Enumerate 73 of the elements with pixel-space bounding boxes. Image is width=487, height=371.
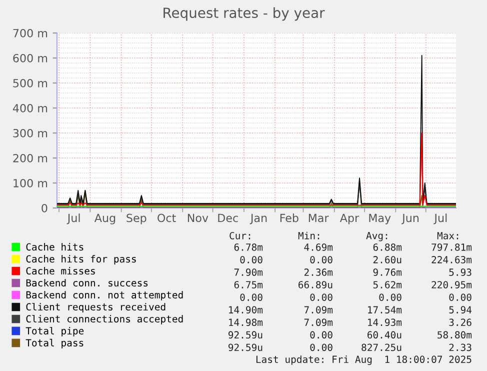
y-tick-label: 600 m	[13, 54, 48, 62]
text: Avg:	[366, 232, 388, 242]
text: 0.00	[310, 331, 332, 339]
text: 7.90m	[234, 268, 263, 276]
legend-label: Total pass	[26, 338, 84, 348]
x-tick-label: Nov	[188, 214, 208, 222]
text: 6.78m	[234, 243, 263, 251]
x-tick-label: Jan	[250, 214, 267, 224]
y-tick-label: 500 m	[13, 78, 48, 88]
text: 3.26	[449, 318, 472, 326]
text: 7.09m	[304, 306, 333, 314]
legend-label: Client requests received	[26, 302, 166, 312]
y-tick-label: 300 m	[13, 128, 48, 138]
legend-label: Client connections accepted	[26, 314, 183, 324]
text: 9.76m	[373, 268, 402, 276]
x-tick-label: Jul	[66, 214, 80, 224]
text: 2.60u	[373, 256, 402, 264]
x-tick-label: Mar	[308, 214, 329, 222]
x-tick-label: Aug	[94, 214, 116, 224]
x-tick-label: Feb	[280, 214, 298, 222]
text: 827.25u	[362, 344, 402, 352]
text: 5.94	[449, 306, 472, 314]
text: 0.00	[240, 256, 262, 264]
text: 0.00	[449, 294, 472, 301]
legend-label: Cache hits for pass	[26, 255, 136, 264]
text: 7.09m	[304, 318, 333, 326]
text: Min:	[298, 232, 320, 240]
legend-label: Cache misses	[26, 267, 95, 275]
y-tick-label: 200 m	[13, 154, 48, 162]
text: 4.69m	[304, 243, 333, 251]
y-tick-label: 700 m	[13, 28, 48, 38]
text: 224.63m	[432, 256, 472, 264]
text: 6.75m	[234, 281, 263, 288]
text: 92.59u	[228, 344, 262, 352]
text: 14.90m	[229, 306, 263, 314]
y-tick-label: 0	[42, 204, 48, 212]
text: 797.81m	[432, 243, 472, 251]
text: 5.93	[449, 268, 472, 276]
text: 58.80m	[438, 331, 472, 339]
text: 0.00	[310, 256, 332, 264]
text: 220.95m	[432, 281, 472, 288]
y-tick-label: 100 m	[14, 178, 48, 188]
text: 92.59u	[228, 331, 262, 339]
text: 14.93m	[368, 318, 402, 326]
x-tick-label: Sep	[126, 214, 146, 224]
legend-label: Backend conn. not attempted	[26, 291, 183, 300]
text: 2.33	[449, 344, 472, 352]
text: 14.98m	[229, 318, 263, 326]
text: 17.54m	[368, 306, 402, 314]
text: 5.62m	[373, 281, 402, 288]
text: 0.00	[310, 294, 332, 301]
text: 66.89u	[298, 281, 332, 288]
line-series	[57, 55, 456, 204]
y-tick-label: 400 m	[12, 104, 48, 112]
legend-label: Backend conn. success	[26, 279, 148, 287]
text: 60.40u	[368, 331, 402, 339]
x-tick-label: Oct	[158, 214, 176, 222]
text: 6.88m	[373, 243, 402, 251]
text: 0.00	[379, 294, 402, 301]
text: Last update: Fri Aug 1 18:00:07 2025	[256, 355, 472, 365]
text: Max:	[437, 232, 458, 240]
x-tick-label: Jun	[402, 214, 419, 224]
text: 2.36m	[304, 268, 333, 276]
text: 0.00	[310, 344, 332, 352]
legend-label: Cache hits	[26, 243, 84, 251]
x-tick-label: May	[369, 214, 391, 224]
x-tick-label: Jul	[434, 214, 447, 224]
text: 0.00	[240, 294, 262, 301]
x-tick-label: Dec	[218, 214, 238, 222]
x-tick-label: Apr	[340, 214, 360, 224]
chart-title: Request rates - by year	[164, 7, 325, 21]
legend-label: Total pipe	[26, 326, 84, 336]
text: Cur:	[230, 232, 250, 240]
